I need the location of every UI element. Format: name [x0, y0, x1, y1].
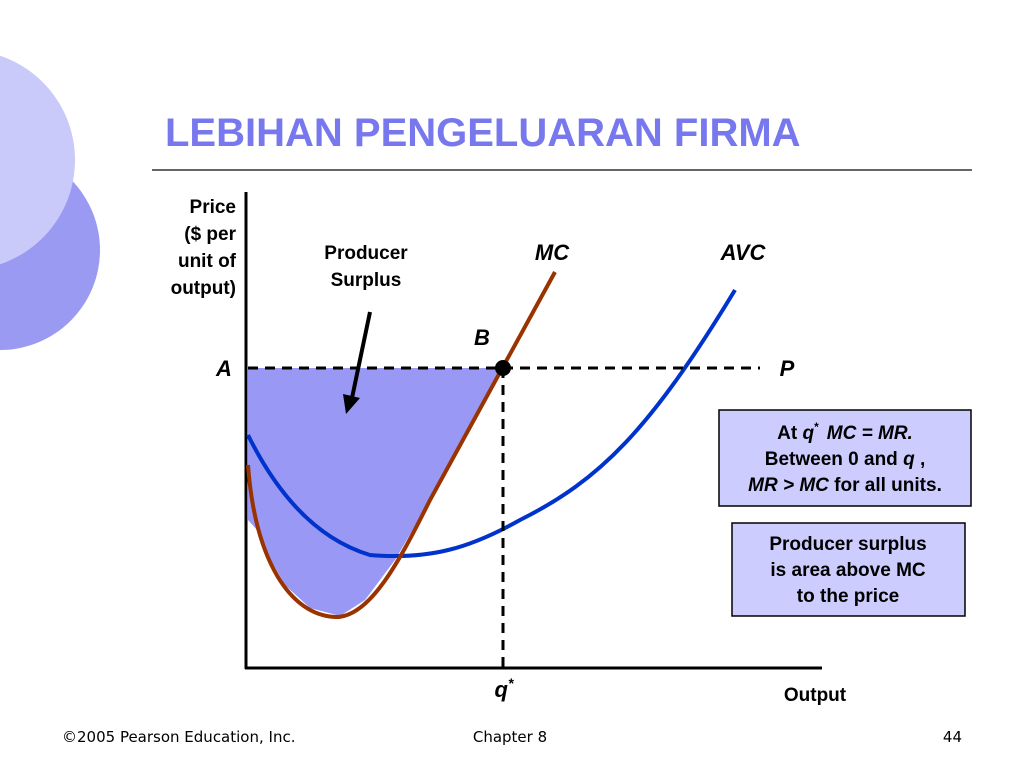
footer-center: Chapter 8	[473, 728, 547, 746]
box2-line: is area above MC	[770, 560, 926, 581]
q-sup: *	[508, 675, 514, 691]
t: *	[814, 420, 819, 434]
t: q	[903, 449, 915, 470]
p-label: P	[780, 356, 795, 381]
t: MR > MC	[748, 475, 829, 496]
footer-page: 44	[943, 728, 962, 746]
arrow	[350, 311, 372, 399]
footer-left: ©2005 Pearson Education, Inc.	[62, 728, 295, 746]
b-label: B	[474, 325, 490, 350]
box2-line: to the price	[797, 586, 899, 607]
surplus-label: Surplus	[331, 270, 402, 291]
t: q	[803, 423, 815, 444]
decor-circle	[0, 55, 75, 265]
title: LEBIHAN PENGELUARAN FIRMA	[165, 111, 801, 155]
box2	[731, 522, 966, 617]
point-b	[495, 360, 511, 376]
t: Between 0 and	[765, 449, 898, 470]
q-label: q*	[495, 675, 514, 702]
y-label: Price	[190, 197, 236, 218]
box1-line: MR > MC for all units.	[748, 475, 942, 496]
t: At	[777, 423, 798, 444]
x-label: Output	[784, 685, 847, 706]
q: q	[495, 677, 509, 702]
t: ,	[920, 449, 925, 470]
arrow-head	[343, 394, 360, 414]
y-label: unit of	[178, 251, 237, 272]
y-label: output)	[171, 278, 236, 299]
t: for all units.	[834, 475, 942, 496]
box1-line: Between 0 and q ,	[765, 449, 926, 470]
avc-curve	[246, 288, 737, 559]
a-label: A	[215, 356, 232, 381]
mc-curve	[246, 271, 557, 620]
y-label: ($ per	[184, 224, 236, 245]
box1	[718, 409, 972, 507]
surplus-label: Producer	[324, 243, 408, 264]
surplus-area	[248, 368, 500, 616]
box2-line: Producer surplus	[769, 534, 926, 555]
t: MC = MR.	[827, 423, 913, 444]
box1-line: At q* MC = MR.	[777, 420, 913, 444]
mc-label: MC	[535, 240, 570, 265]
avc-label: AVC	[720, 240, 767, 265]
